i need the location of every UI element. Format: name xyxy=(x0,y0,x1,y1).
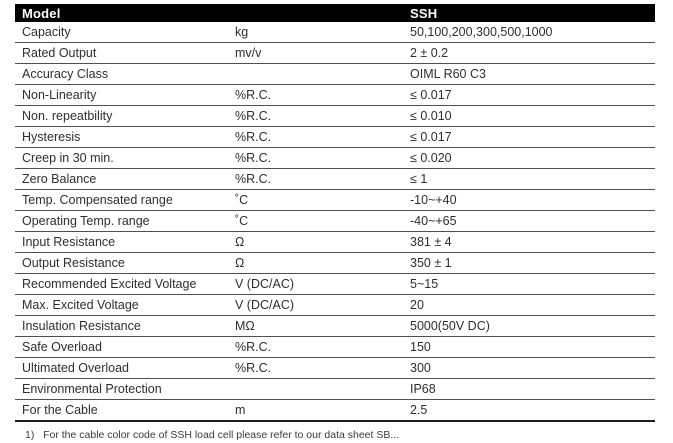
unit-cell: %R.C. xyxy=(235,357,410,379)
table-row: Non. repeatbility %R.C. ≤ 0.010 xyxy=(15,105,655,127)
table-row: Ultimated Overload %R.C. 300 xyxy=(15,357,655,379)
table-row: Creep in 30 min. %R.C. ≤ 0.020 xyxy=(15,147,655,169)
table-row: Operating Temp. range ˚C -40~+65 xyxy=(15,210,655,232)
param-cell: Ultimated Overload xyxy=(15,357,235,379)
param-cell: Hysteresis xyxy=(15,126,235,148)
table-row: Safe Overload %R.C. 150 xyxy=(15,336,655,358)
value-cell: ≤ 1 xyxy=(410,168,655,190)
value-cell: 300 xyxy=(410,357,655,379)
unit-cell: %R.C. xyxy=(235,147,410,169)
param-cell: Rated Output xyxy=(15,42,235,64)
spec-table: Model SSH Capacity kg 50,100,200,300,500,1… xyxy=(15,4,655,422)
param-cell: Input Resistance xyxy=(15,231,235,253)
table-row: Capacity kg 50,100,200,300,500,1000 xyxy=(15,22,655,43)
unit-cell: %R.C. xyxy=(235,84,410,106)
unit-cell: ˚C xyxy=(235,210,410,232)
param-cell: Non. repeatbility xyxy=(15,105,235,127)
unit-cell: V (DC/AC) xyxy=(235,273,410,295)
value-cell: 2.5 xyxy=(410,399,655,422)
table-row: Output Resistance Ω 350 ± 1 xyxy=(15,252,655,274)
param-cell: Recommended Excited Voltage xyxy=(15,273,235,295)
unit-cell xyxy=(235,378,410,400)
unit-cell: MΩ xyxy=(235,315,410,337)
unit-cell: Ω xyxy=(235,252,410,274)
table-row: For the Cable m 2.5 xyxy=(15,399,655,422)
value-cell: IP68 xyxy=(410,378,655,400)
footnote: 1) For the cable color code of SSH load … xyxy=(25,429,400,441)
param-cell: Accuracy Class xyxy=(15,63,235,85)
param-cell: Operating Temp. range xyxy=(15,210,235,232)
unit-cell xyxy=(235,63,410,85)
table-row: Max. Excited Voltage V (DC/AC) 20 xyxy=(15,294,655,316)
table-row: Rated Output mv/v 2 ± 0.2 xyxy=(15,42,655,64)
value-cell: 150 xyxy=(410,336,655,358)
param-cell: For the Cable xyxy=(15,399,235,422)
value-cell: ≤ 0.017 xyxy=(410,126,655,148)
spec-table-header: Model SSH xyxy=(15,4,655,22)
unit-cell: mv/v xyxy=(235,42,410,64)
value-cell: 381 ± 4 xyxy=(410,231,655,253)
value-cell: 20 xyxy=(410,294,655,316)
table-row: Hysteresis %R.C. ≤ 0.017 xyxy=(15,126,655,148)
unit-cell: kg xyxy=(235,22,410,43)
param-cell: Creep in 30 min. xyxy=(15,147,235,169)
param-cell: Insulation Resistance xyxy=(15,315,235,337)
spec-table-body: Capacity kg 50,100,200,300,500,1000 Rated O… xyxy=(15,22,655,422)
value-cell: OIML R60 C3 xyxy=(410,63,655,85)
table-row: Input Resistance Ω 381 ± 4 xyxy=(15,231,655,253)
value-cell: ≤ 0.020 xyxy=(410,147,655,169)
param-cell: Environmental Protection xyxy=(15,378,235,400)
table-row: Environmental Protection IP68 xyxy=(15,378,655,400)
value-cell: 50,100,200,300,500,1000 xyxy=(410,22,655,43)
unit-cell: m xyxy=(235,399,410,422)
header-series-cell: SSH xyxy=(410,4,655,22)
param-cell: Capacity xyxy=(15,22,235,43)
param-cell: Zero Balance xyxy=(15,168,235,190)
value-cell: 5~15 xyxy=(410,273,655,295)
value-cell: ≤ 0.017 xyxy=(410,84,655,106)
value-cell: ≤ 0.010 xyxy=(410,105,655,127)
value-cell: 2 ± 0.2 xyxy=(410,42,655,64)
param-cell: Output Resistance xyxy=(15,252,235,274)
value-cell: 350 ± 1 xyxy=(410,252,655,274)
table-row: Zero Balance %R.C. ≤ 1 xyxy=(15,168,655,190)
value-cell: -40~+65 xyxy=(410,210,655,232)
param-cell: Max. Excited Voltage xyxy=(15,294,235,316)
table-row: Temp. Compensated range ˚C -10~+40 xyxy=(15,189,655,211)
value-cell: 5000(50V DC) xyxy=(410,315,655,337)
table-row: Recommended Excited Voltage V (DC/AC) 5~15 xyxy=(15,273,655,295)
unit-cell: %R.C. xyxy=(235,336,410,358)
unit-cell: V (DC/AC) xyxy=(235,294,410,316)
param-cell: Safe Overload xyxy=(15,336,235,358)
table-row: Non-Linearity %R.C. ≤ 0.017 xyxy=(15,84,655,106)
unit-cell: %R.C. xyxy=(235,126,410,148)
header-model-cell: Model xyxy=(15,4,235,22)
table-row: Insulation Resistance MΩ 5000(50V DC) xyxy=(15,315,655,337)
unit-cell: ˚C xyxy=(235,189,410,211)
table-row: Accuracy Class OIML R60 C3 xyxy=(15,63,655,85)
unit-cell: %R.C. xyxy=(235,105,410,127)
value-cell: -10~+40 xyxy=(410,189,655,211)
header-row: Model SSH xyxy=(15,4,655,22)
header-unit-cell xyxy=(235,4,410,22)
param-cell: Temp. Compensated range xyxy=(15,189,235,211)
unit-cell: %R.C. xyxy=(235,168,410,190)
unit-cell: Ω xyxy=(235,231,410,253)
param-cell: Non-Linearity xyxy=(15,84,235,106)
